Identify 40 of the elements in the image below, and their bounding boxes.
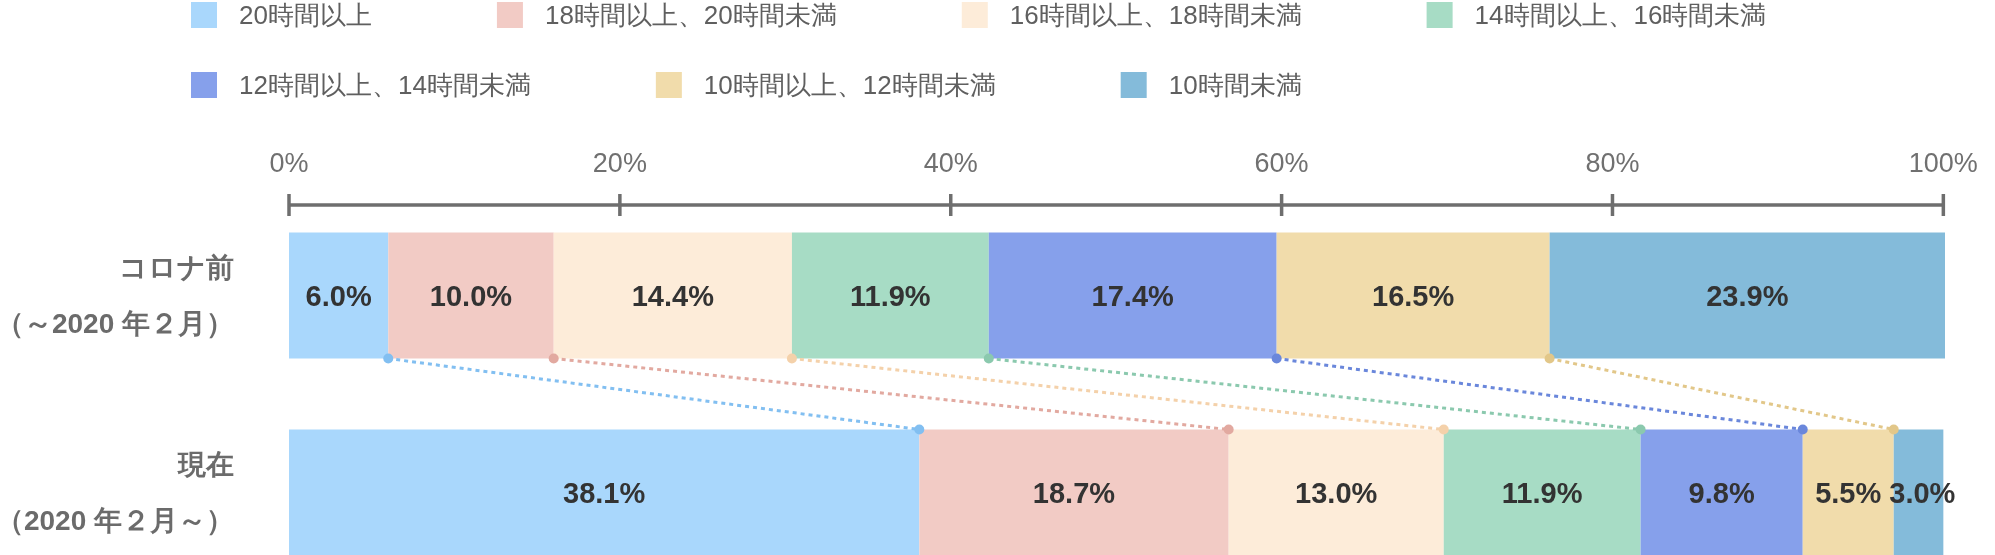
bar	[289, 232, 389, 359]
bar	[1228, 429, 1444, 555]
x-tick-label: 80%	[1585, 148, 1640, 178]
data-label: 16.5%	[1372, 279, 1455, 312]
x-tick-label: 60%	[1254, 148, 1309, 178]
bar	[1443, 429, 1641, 555]
legend-label: 16時間以上、18時間未満	[1009, 0, 1302, 30]
bar	[1640, 429, 1803, 555]
data-label: 11.9%	[850, 279, 931, 312]
data-label: 14.4%	[631, 279, 715, 312]
data-label: 5.5%	[1815, 476, 1882, 509]
legend-label: 14時間以上、16時間未満	[1474, 0, 1767, 30]
bar	[388, 232, 554, 359]
legend-label: 20時間以上	[239, 0, 372, 30]
legend-label: 10時間未満	[1168, 70, 1302, 100]
bar	[919, 429, 1229, 555]
legend-label: 18時間以上、20時間未満	[544, 0, 837, 30]
y-tick-label: 現在（2020 年２月～）	[0, 449, 234, 536]
data-label: 10.0%	[429, 279, 513, 312]
x-tick-label: 40%	[923, 148, 978, 178]
data-label: 23.9%	[1706, 279, 1789, 312]
x-tick-label: 0%	[269, 148, 309, 178]
bar	[553, 232, 792, 359]
data-label: 6.0%	[305, 279, 372, 312]
bar	[1276, 232, 1550, 359]
y-tick-label: コロナ前（～2020 年２月）	[0, 252, 234, 339]
x-tick-label: 20%	[592, 148, 647, 178]
x-tick-label: 100%	[1908, 148, 1978, 178]
data-label: 38.1%	[563, 476, 646, 509]
data-label: 17.4%	[1091, 279, 1175, 312]
bar	[791, 232, 989, 359]
data-label: 13.0%	[1295, 476, 1378, 509]
bar	[289, 429, 920, 555]
legend-label: 10時間以上、12時間未満	[703, 70, 996, 100]
bar	[1549, 232, 1945, 359]
data-label: 18.7%	[1032, 476, 1116, 509]
data-label: 9.8%	[1688, 476, 1755, 509]
bar	[988, 232, 1277, 359]
legend-label: 12時間以上、14時間未満	[239, 70, 531, 100]
data-label: 11.9%	[1501, 476, 1583, 509]
